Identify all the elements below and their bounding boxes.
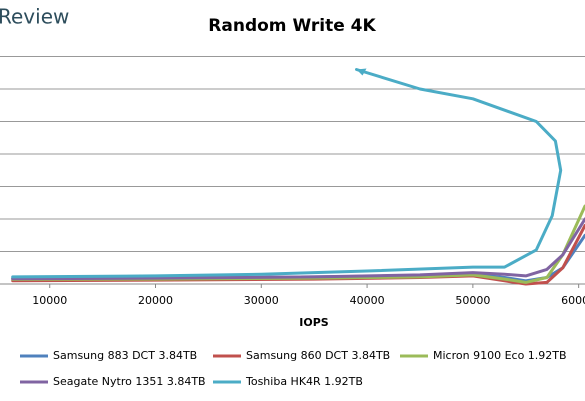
legend-label: Seagate Nytro 1351 3.84TB [53, 375, 206, 388]
legend-label: Toshiba HK4R 1.92TB [245, 375, 363, 388]
brand-logo: Review [0, 5, 69, 29]
legend-label: Micron 9100 Eco 1.92TB [433, 349, 567, 362]
x-tick-label: 30000 [244, 294, 279, 307]
x-tick-label: 40000 [350, 294, 385, 307]
legend-label: Samsung 860 DCT 3.84TB [246, 349, 390, 362]
arrow-head [356, 68, 367, 76]
x-tick-label: 10000 [32, 294, 67, 307]
x-tick-label: 50000 [455, 294, 490, 307]
x-axis-label: IOPS [299, 316, 329, 329]
x-tick-label: 60000 [561, 294, 585, 307]
data-line [11, 204, 585, 284]
data-line [11, 217, 585, 281]
data-line [11, 68, 563, 279]
chart-title: Random Write 4K [208, 16, 376, 36]
legend-label: Samsung 883 DCT 3.84TB [53, 349, 197, 362]
x-tick-label: 20000 [138, 294, 173, 307]
